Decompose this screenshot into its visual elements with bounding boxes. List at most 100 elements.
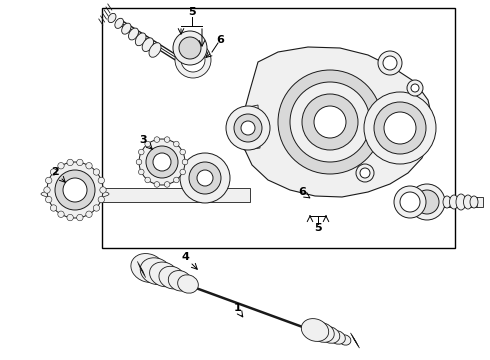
Ellipse shape — [149, 262, 178, 287]
Ellipse shape — [131, 253, 165, 283]
Circle shape — [44, 187, 50, 193]
Bar — [102, 8, 455, 248]
Circle shape — [58, 163, 64, 169]
Ellipse shape — [339, 335, 351, 345]
Circle shape — [374, 102, 426, 154]
Circle shape — [182, 159, 188, 165]
Circle shape — [153, 153, 171, 171]
Circle shape — [394, 186, 426, 218]
Circle shape — [98, 177, 104, 184]
Ellipse shape — [115, 18, 123, 28]
Text: 3: 3 — [139, 135, 147, 145]
Ellipse shape — [108, 13, 116, 23]
Ellipse shape — [128, 28, 139, 40]
Circle shape — [67, 159, 74, 166]
Polygon shape — [244, 105, 260, 150]
Ellipse shape — [470, 196, 478, 208]
Circle shape — [411, 84, 419, 92]
Circle shape — [278, 70, 382, 174]
Circle shape — [139, 169, 144, 175]
Text: 5: 5 — [314, 223, 322, 233]
Circle shape — [145, 177, 150, 183]
Circle shape — [173, 177, 179, 183]
Circle shape — [93, 169, 99, 175]
Ellipse shape — [122, 23, 131, 34]
Circle shape — [154, 137, 160, 142]
Circle shape — [384, 112, 416, 144]
Text: 1: 1 — [234, 303, 242, 313]
Ellipse shape — [168, 271, 192, 291]
Circle shape — [241, 121, 255, 135]
Circle shape — [136, 159, 142, 165]
Circle shape — [139, 139, 185, 185]
Ellipse shape — [330, 331, 345, 344]
Circle shape — [175, 42, 211, 78]
Ellipse shape — [456, 194, 466, 210]
Circle shape — [180, 169, 186, 175]
Circle shape — [139, 149, 144, 155]
Ellipse shape — [140, 258, 172, 285]
Ellipse shape — [449, 195, 459, 209]
Circle shape — [356, 164, 374, 182]
Circle shape — [76, 159, 83, 166]
Circle shape — [164, 137, 170, 142]
Circle shape — [86, 211, 92, 217]
Circle shape — [58, 211, 64, 217]
Circle shape — [407, 80, 423, 96]
Circle shape — [173, 31, 207, 65]
Circle shape — [197, 170, 213, 186]
Circle shape — [93, 205, 99, 211]
Bar — [405, 197, 455, 207]
Circle shape — [180, 149, 186, 155]
Circle shape — [409, 184, 445, 220]
Ellipse shape — [41, 189, 109, 199]
Circle shape — [46, 196, 52, 203]
Circle shape — [290, 82, 370, 162]
Ellipse shape — [159, 266, 185, 289]
Ellipse shape — [178, 275, 198, 293]
Circle shape — [189, 162, 221, 194]
Circle shape — [164, 182, 170, 187]
Ellipse shape — [301, 319, 329, 341]
Circle shape — [173, 141, 179, 147]
Circle shape — [226, 106, 270, 150]
Circle shape — [76, 214, 83, 221]
Circle shape — [181, 48, 205, 72]
Circle shape — [50, 205, 57, 211]
Ellipse shape — [149, 43, 161, 57]
Ellipse shape — [311, 323, 334, 342]
Circle shape — [400, 192, 420, 212]
Ellipse shape — [320, 327, 340, 343]
Circle shape — [50, 169, 57, 175]
Circle shape — [179, 37, 201, 59]
Text: 4: 4 — [181, 252, 189, 262]
Circle shape — [180, 153, 230, 203]
Text: 6: 6 — [216, 35, 224, 45]
Ellipse shape — [142, 38, 153, 51]
Circle shape — [47, 162, 103, 218]
Circle shape — [415, 190, 439, 214]
Polygon shape — [242, 47, 432, 197]
Circle shape — [302, 94, 358, 150]
Circle shape — [63, 178, 87, 202]
Circle shape — [55, 170, 95, 210]
Circle shape — [378, 51, 402, 75]
Circle shape — [234, 114, 262, 142]
Circle shape — [364, 92, 436, 164]
Circle shape — [67, 214, 74, 221]
Circle shape — [383, 56, 397, 70]
Circle shape — [145, 141, 150, 147]
Text: 5: 5 — [188, 7, 196, 17]
Ellipse shape — [135, 33, 146, 46]
Circle shape — [46, 177, 52, 184]
Bar — [85, 188, 250, 202]
Bar — [445, 197, 483, 207]
Ellipse shape — [443, 196, 451, 208]
Ellipse shape — [464, 195, 472, 209]
Circle shape — [146, 146, 178, 178]
Circle shape — [86, 163, 92, 169]
Circle shape — [360, 168, 370, 178]
Circle shape — [100, 187, 106, 193]
Circle shape — [98, 196, 104, 203]
Circle shape — [314, 106, 346, 138]
